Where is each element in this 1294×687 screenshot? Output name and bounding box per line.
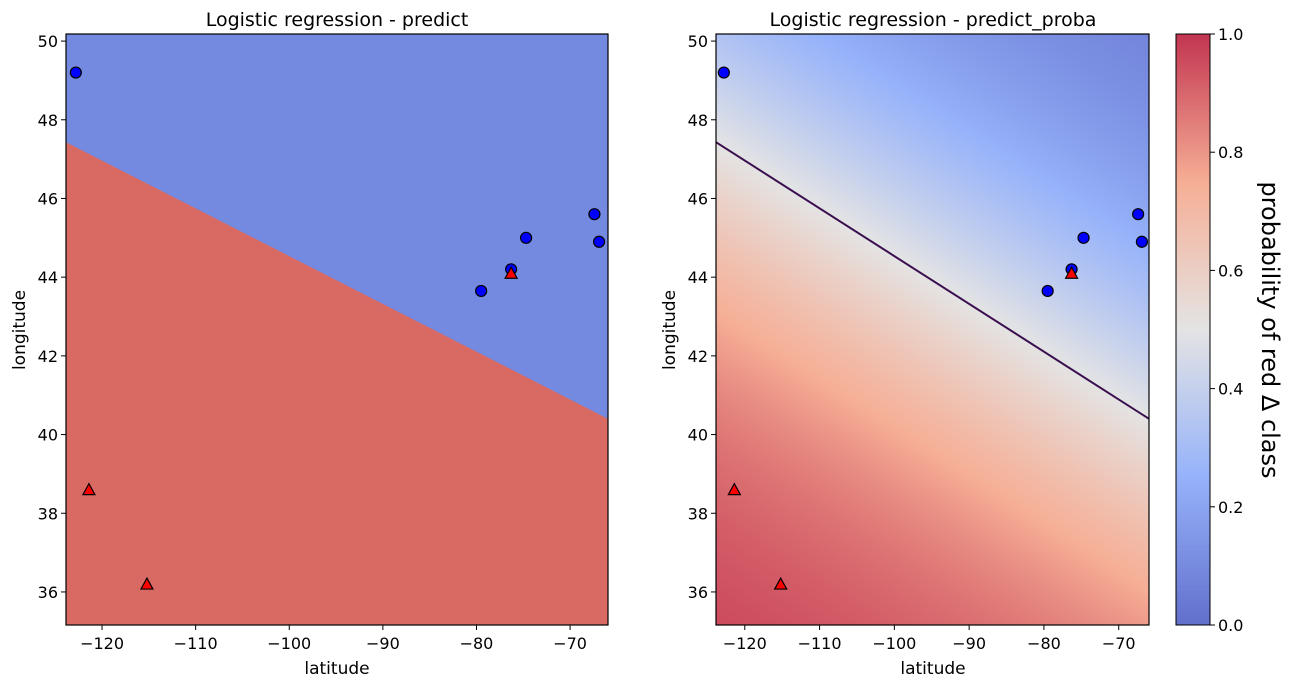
x-tick-label: −110 (798, 634, 842, 653)
axes-frame (65, 33, 609, 626)
y-tick-label: 46 (688, 189, 708, 208)
x-tick-label: −80 (460, 634, 494, 653)
colorbar-tick-label: 0.6 (1218, 261, 1243, 280)
blue-circle-point (593, 235, 606, 248)
y-tick-label: 42 (38, 347, 58, 366)
colorbar-tick-label: 0.8 (1218, 143, 1243, 162)
probability-heatmap (716, 34, 1149, 625)
x-tick-label: −90 (952, 634, 986, 653)
colorbar-tick-label: 0.0 (1218, 616, 1243, 635)
x-tick-label: −80 (1027, 634, 1061, 653)
red-region (66, 142, 608, 625)
red-triangle-point (773, 576, 788, 590)
blue-circle-point (1135, 235, 1148, 248)
x-tick-label: −120 (80, 634, 124, 653)
colorbar-label: probability of red Δ class (1256, 181, 1284, 478)
colorbar-tick-label: 0.4 (1218, 380, 1243, 399)
right-y-label: longitude (660, 290, 680, 370)
y-tick-label: 36 (38, 583, 58, 602)
y-tick-label: 44 (38, 268, 58, 287)
y-tick-label: 50 (38, 32, 58, 51)
decision-contour-line (715, 141, 1150, 420)
red-triangle-point (1064, 265, 1079, 279)
left-y-label: longitude (10, 290, 30, 370)
blue-circle-point (519, 231, 533, 244)
y-tick-label: 44 (688, 268, 708, 287)
y-tick-label: 46 (38, 189, 58, 208)
blue-circle-point (69, 66, 82, 79)
red-triangle-point (727, 482, 742, 496)
right-x-label: latitude (900, 659, 965, 679)
y-tick-label: 38 (688, 504, 708, 523)
y-tick-label: 40 (38, 426, 58, 445)
blue-circle-point (717, 66, 730, 79)
x-tick-label: −100 (267, 634, 311, 653)
y-tick-label: 50 (688, 32, 708, 51)
x-tick-label: −120 (723, 634, 767, 653)
y-tick-label: 36 (688, 583, 708, 602)
x-tick-label: −70 (1102, 634, 1136, 653)
colorbar-tick-label: 0.2 (1218, 498, 1243, 517)
y-tick-label: 42 (688, 347, 708, 366)
y-tick-label: 40 (688, 426, 708, 445)
blue-circle-point (475, 284, 488, 298)
red-triangle-point (139, 576, 154, 590)
y-tick-label: 48 (688, 111, 708, 130)
blue-circle-point (1041, 284, 1054, 298)
x-tick-label: −110 (174, 634, 218, 653)
x-tick-label: −90 (366, 634, 400, 653)
colorbar-gradient (1176, 34, 1210, 625)
left-x-label: latitude (304, 659, 369, 679)
y-tick-label: 48 (38, 111, 58, 130)
red-triangle-point (81, 482, 96, 496)
axes-frame (715, 33, 1150, 626)
x-tick-label: −100 (872, 634, 916, 653)
blue-circle-point (1077, 231, 1090, 244)
red-triangle-point (504, 265, 519, 279)
colorbar-frame (1175, 33, 1211, 626)
left-chart-title: Logistic regression - predict (206, 9, 469, 31)
blue-circle-point (588, 208, 601, 221)
x-tick-label: −70 (553, 634, 587, 653)
right-chart-title: Logistic regression - predict_proba (770, 9, 1097, 31)
y-tick-label: 38 (38, 504, 58, 523)
colorbar-tick-label: 1.0 (1218, 25, 1243, 44)
blue-circle-point (1132, 208, 1145, 221)
